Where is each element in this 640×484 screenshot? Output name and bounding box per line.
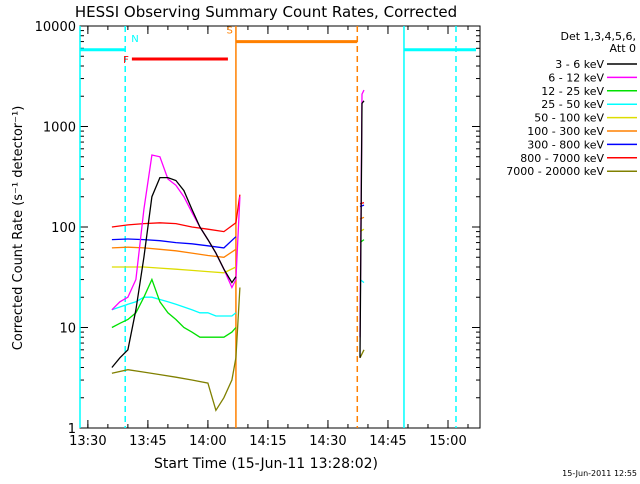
legend-entry-label: 6 - 12 keV bbox=[548, 71, 604, 84]
legend-entry-label: 7000 - 20000 keV bbox=[506, 165, 604, 178]
mode-bar-label: S bbox=[227, 26, 233, 37]
y-tick-label: 100 bbox=[51, 221, 76, 236]
legend-entry-label: 25 - 50 keV bbox=[541, 98, 604, 111]
series-line bbox=[111, 266, 237, 274]
mode-bar-label: N bbox=[131, 34, 138, 45]
x-tick-label: 14:30 bbox=[309, 434, 346, 449]
x-tick-label: 13:45 bbox=[129, 434, 166, 449]
mode-bar-label: F bbox=[123, 55, 129, 66]
x-axis-label: Start Time (15-Jun-11 13:28:02) bbox=[154, 456, 378, 472]
legend-entry-label: 300 - 800 keV bbox=[527, 138, 604, 151]
y-tick-label: 10 bbox=[59, 322, 76, 337]
legend-entry-label: 50 - 100 keV bbox=[534, 112, 604, 125]
series-line bbox=[111, 246, 237, 258]
legend-header: Det 1,3,4,5,6, bbox=[560, 30, 636, 43]
footer-timestamp: 15-Jun-2011 12:55 bbox=[562, 469, 637, 478]
legend-entry-label: 800 - 7000 keV bbox=[520, 152, 604, 165]
series-line bbox=[111, 296, 237, 317]
series-line bbox=[359, 100, 365, 358]
legend-header: Att 0 bbox=[610, 42, 636, 55]
y-axis-label: Corrected Count Rate (s⁻¹ detector⁻¹) bbox=[11, 106, 26, 351]
chart-title: HESSI Observing Summary Count Rates, Cor… bbox=[75, 3, 457, 21]
y-tick-label: 10000 bbox=[35, 20, 76, 35]
x-tick-label: 14:15 bbox=[249, 434, 286, 449]
series-line bbox=[111, 287, 241, 412]
series-line bbox=[111, 176, 237, 368]
legend-entry-label: 3 - 6 keV bbox=[555, 58, 604, 71]
series-line bbox=[359, 349, 365, 359]
plot-layer: 1 10 100 1000 10000 13:30 13:45 14:00 14:15 14:30… bbox=[35, 20, 481, 449]
x-tick-label: 15:00 bbox=[429, 434, 466, 449]
legend-entry-label: 12 - 25 keV bbox=[541, 85, 604, 98]
series-line bbox=[111, 236, 237, 249]
series-line bbox=[111, 277, 237, 338]
y-tick-label: 1 bbox=[68, 422, 76, 437]
x-tick-label: 13:30 bbox=[69, 434, 106, 449]
series-line bbox=[111, 194, 241, 233]
y-tick-label: 1000 bbox=[43, 121, 76, 136]
x-tick-label: 14:00 bbox=[189, 434, 226, 449]
x-tick-label: 14:45 bbox=[369, 434, 406, 449]
legend-entry-label: 100 - 300 keV bbox=[527, 125, 604, 138]
